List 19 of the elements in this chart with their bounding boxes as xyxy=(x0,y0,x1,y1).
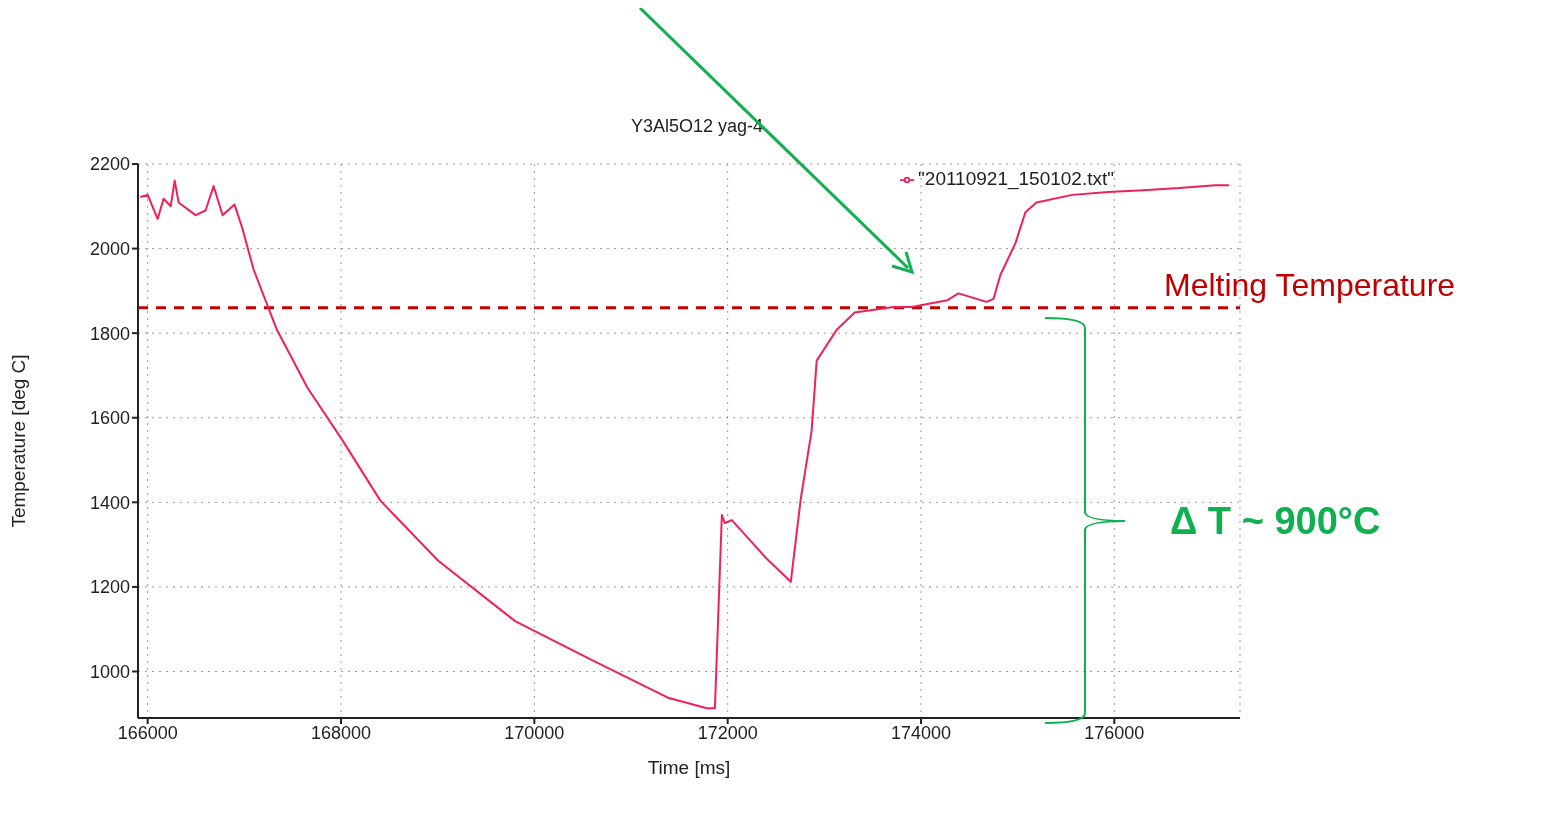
y-tick-label: 1200 xyxy=(89,577,130,598)
y-tick-label: 1400 xyxy=(89,492,130,513)
y-axis-title: Temperature [deg C] xyxy=(7,354,29,528)
ref-line-label: Melting Temperature xyxy=(1164,266,1456,303)
x-tick-label: 168000 xyxy=(310,722,372,743)
x-tick-label: 172000 xyxy=(697,722,758,743)
x-tick-label: 176000 xyxy=(1084,722,1145,743)
y-tick-label: 1800 xyxy=(89,323,130,344)
annotation: Δ T ~ 900°C xyxy=(1170,500,1381,543)
x-tick-label: 174000 xyxy=(890,722,952,743)
x-tick-label: 170000 xyxy=(504,722,565,743)
x-axis-title: Time [ms] xyxy=(647,757,731,778)
chart-title: Y3Al5O12 yag-4 xyxy=(629,116,765,137)
y-tick-label: 2200 xyxy=(89,154,130,175)
legend-label: "20110921_150102.txt" xyxy=(918,168,1114,189)
y-tick-label: 1000 xyxy=(89,661,130,682)
y-tick-label: 2000 xyxy=(89,238,130,259)
x-tick-label: 166000 xyxy=(117,722,178,743)
y-tick-label: 1600 xyxy=(89,408,130,429)
